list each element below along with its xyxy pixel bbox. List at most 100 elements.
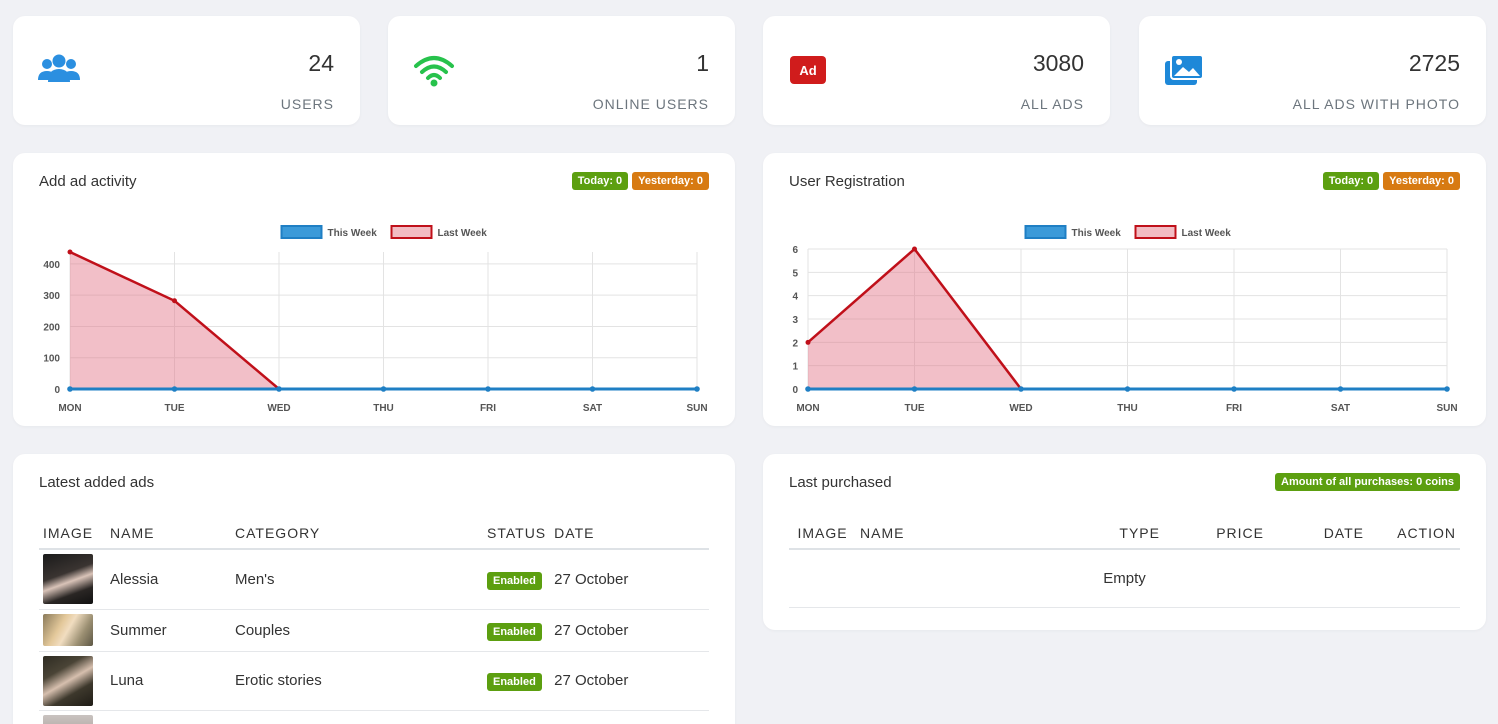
stat-card-users: 24 USERS xyxy=(13,16,360,125)
latest-ads-card: Latest added ads IMAGE NAME CATEGORY STA… xyxy=(13,454,735,724)
column-header: IMAGE xyxy=(789,517,856,550)
stat-label: ALL ADS xyxy=(1020,96,1084,112)
y-tick-label: 3 xyxy=(792,315,798,326)
ad-category: Couples xyxy=(231,609,483,652)
stat-value: 24 xyxy=(308,50,334,76)
y-tick-label: 6 xyxy=(792,245,798,256)
stat-card-all-ads: Ad 3080 ALL ADS xyxy=(763,16,1110,125)
ad-thumbnail[interactable] xyxy=(43,614,93,646)
y-tick-label: 300 xyxy=(43,291,60,302)
column-header: NAME xyxy=(856,517,1076,550)
this-week-point xyxy=(694,386,700,392)
table-row[interactable]: Alessia Men's Enabled 27 October xyxy=(39,549,709,610)
yesterday-badge: Yesterday: 0 xyxy=(1383,172,1460,190)
table-row[interactable]: Summer Couples Enabled 27 October xyxy=(39,609,709,652)
stat-label: ALL ADS WITH PHOTO xyxy=(1292,96,1460,112)
column-header: ACTION xyxy=(1368,517,1460,550)
x-tick-label: FRI xyxy=(1226,403,1242,414)
y-tick-label: 200 xyxy=(43,322,60,333)
x-tick-label: TUE xyxy=(165,403,185,414)
today-badge: Today: 0 xyxy=(1322,172,1380,190)
user-registration-chart: 0 1 2 3 4 5 6 MON TUE WED THU FRI SAT SUN This Week Las… xyxy=(792,225,1458,414)
y-tick-label: 2 xyxy=(792,338,798,349)
ad-thumbnail[interactable] xyxy=(43,714,93,724)
x-tick-label: SUN xyxy=(1436,403,1457,414)
status-badge: Enabled xyxy=(487,673,542,691)
last-purchased-table: IMAGE NAME TYPE PRICE DATE ACTION Empty xyxy=(789,517,1460,608)
legend-label: Last Week xyxy=(438,228,488,239)
users-icon xyxy=(37,52,81,88)
card-title: User Registration xyxy=(789,173,905,190)
ad-activity-chart: 0 100 200 300 400 MON TUE WED THU FRI SAT SUN This W… xyxy=(43,225,708,414)
column-header: CATEGORY xyxy=(231,517,483,550)
x-tick-label: THU xyxy=(1117,403,1138,414)
this-week-point xyxy=(1444,386,1450,392)
this-week-point xyxy=(171,386,178,392)
legend-swatch xyxy=(1024,225,1067,239)
ad-icon: Ad xyxy=(787,52,831,88)
card-title: Add ad activity xyxy=(39,173,137,190)
empty-message: Empty xyxy=(789,549,1460,608)
column-header: PRICE xyxy=(1164,517,1268,550)
this-week-point xyxy=(380,386,387,392)
ad-thumbnail[interactable] xyxy=(43,655,93,706)
y-tick-label: 0 xyxy=(792,385,798,396)
legend-swatch xyxy=(1134,225,1177,239)
ad-thumbnail[interactable] xyxy=(43,554,93,605)
y-tick-label: 1 xyxy=(792,362,798,373)
this-week-point xyxy=(485,386,491,392)
card-title: Latest added ads xyxy=(39,474,155,491)
stat-value: 2725 xyxy=(1408,50,1460,76)
stat-value: 1 xyxy=(696,50,709,76)
latest-ads-table: IMAGE NAME CATEGORY STATUS DATE Alessia … xyxy=(39,517,709,724)
this-week-point xyxy=(805,386,811,392)
y-tick-label: 100 xyxy=(43,354,60,365)
last-week-point xyxy=(172,298,177,304)
column-header: TYPE xyxy=(1076,517,1164,550)
yesterday-badge: Yesterday: 0 xyxy=(632,172,709,190)
legend-label: This Week xyxy=(1072,228,1122,239)
table-row[interactable] xyxy=(39,710,709,724)
status-badge: Enabled xyxy=(487,622,542,641)
y-tick-label: 0 xyxy=(54,385,60,396)
this-week-point xyxy=(589,386,596,392)
ad-name[interactable]: Alessia xyxy=(106,549,231,610)
stat-label: USERS xyxy=(280,96,334,112)
column-header: NAME xyxy=(106,517,231,550)
legend-label: Last Week xyxy=(1182,228,1232,239)
legend-label: This Week xyxy=(328,228,378,239)
x-tick-label: THU xyxy=(373,403,394,414)
column-header: DATE xyxy=(550,517,709,550)
ad-date: 27 October xyxy=(550,609,709,652)
x-tick-label: MON xyxy=(58,403,81,414)
y-tick-label: 4 xyxy=(792,292,798,303)
user-registration-card: User Registration Today: 0 Yesterday: 0 … xyxy=(763,153,1486,426)
ad-name[interactable]: Luna xyxy=(106,651,231,711)
column-header: DATE xyxy=(1268,517,1368,550)
legend-swatch xyxy=(390,225,433,239)
x-tick-label: MON xyxy=(796,403,819,414)
svg-text:Ad: Ad xyxy=(799,63,816,78)
this-week-point xyxy=(1124,386,1131,392)
column-header: STATUS xyxy=(483,517,551,550)
x-tick-label: WED xyxy=(267,403,290,414)
wifi-icon xyxy=(412,52,456,88)
this-week-point xyxy=(1018,386,1024,392)
purchases-total-badge: Amount of all purchases: 0 coins xyxy=(1275,473,1460,491)
this-week-point xyxy=(1337,386,1344,392)
table-row[interactable]: Luna Erotic stories Enabled 27 October xyxy=(39,651,709,711)
stat-card-ads-with-photo: 2725 ALL ADS WITH PHOTO xyxy=(1139,16,1486,125)
photos-icon xyxy=(1163,52,1207,88)
card-title: Last purchased xyxy=(789,474,892,491)
this-week-point xyxy=(911,386,918,392)
y-tick-label: 5 xyxy=(792,268,798,279)
x-tick-label: SAT xyxy=(1331,403,1350,414)
this-week-point xyxy=(276,386,282,392)
x-tick-label: TUE xyxy=(905,403,925,414)
this-week-point xyxy=(1231,386,1237,392)
stat-card-online-users: 1 ONLINE USERS xyxy=(388,16,735,125)
last-purchased-card: Last purchased Amount of all purchases: … xyxy=(763,454,1486,630)
x-tick-label: FRI xyxy=(480,403,496,414)
ad-name[interactable]: Summer xyxy=(106,609,231,652)
status-badge: Enabled xyxy=(487,571,542,590)
